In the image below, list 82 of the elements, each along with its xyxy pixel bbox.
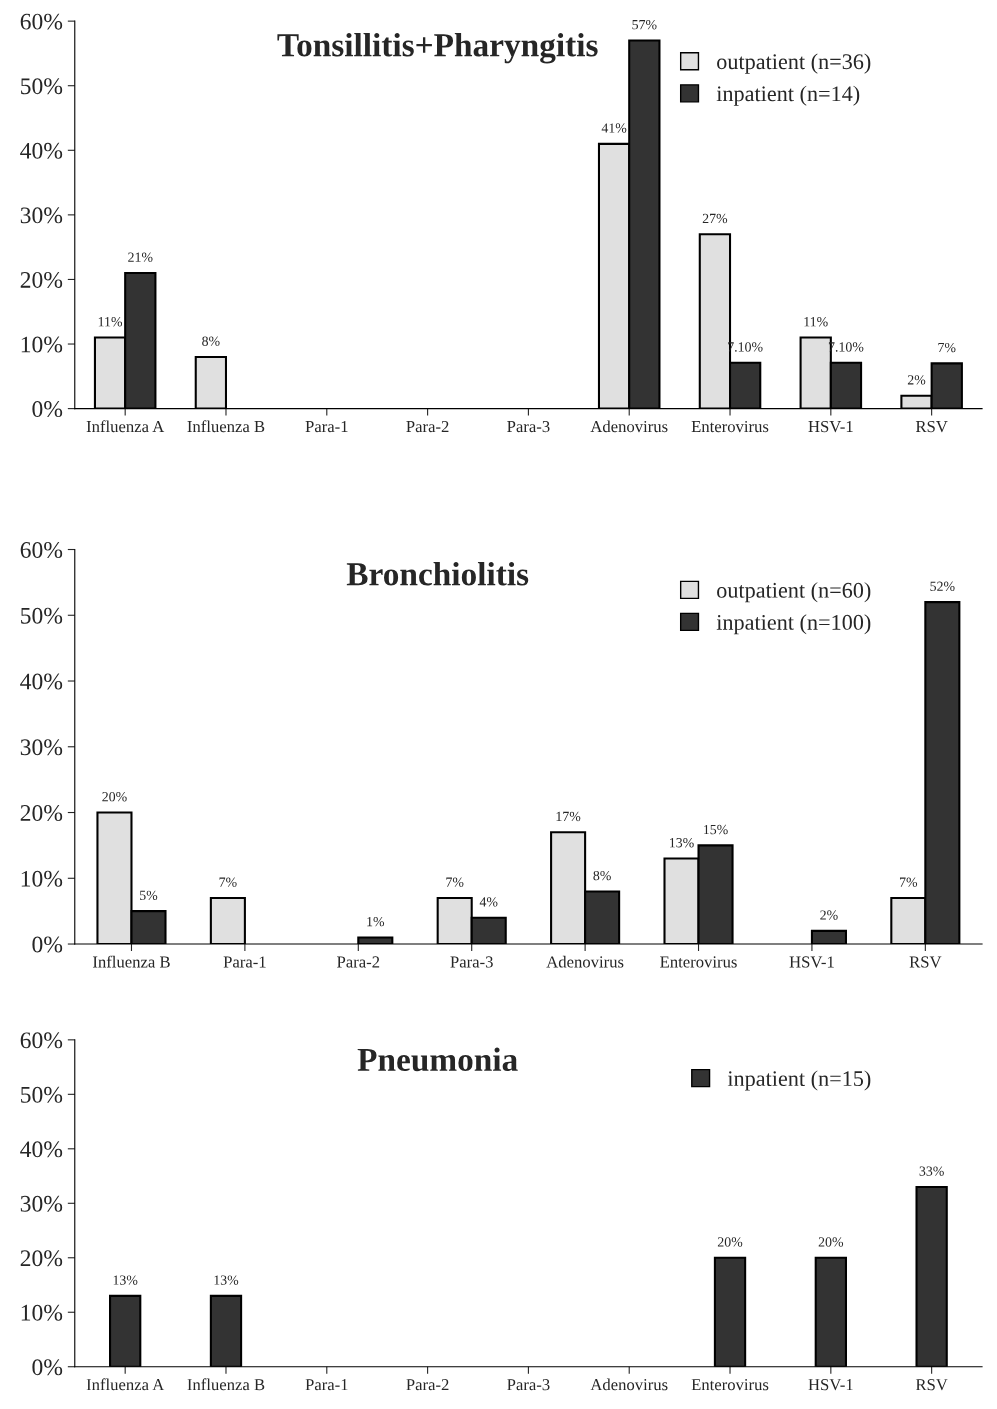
y-tick-label: 20% [20,805,63,822]
x-tick-label: Para-1 [305,1379,348,1391]
y-tick-label: 10% [21,1304,63,1321]
x-tick-label: Enterovirus [660,956,737,968]
x-tick-label: Para-1 [305,420,348,433]
x-tick-label: Para-1 [223,956,266,968]
x-tick-label: Influenza A [86,420,165,433]
y-tick-label: 60% [20,1032,63,1049]
x-tick-label: Para-2 [406,1379,449,1391]
legend-label: outpatient (n=60) [717,582,871,603]
data-label: 15% [704,824,728,835]
data-label: 2% [820,910,838,920]
data-label: 7% [899,877,918,887]
x-tick-label: Enterovirus [691,420,769,433]
data-label: 41% [601,123,627,133]
data-label: 13% [113,1275,138,1285]
x-tick-label: Influenza B [92,955,170,968]
x-tick-label: Adenovirus [590,420,668,433]
y-tick-label: 30% [20,207,63,224]
data-label: 2% [907,375,926,385]
data-label: 7% [446,877,464,887]
x-tick-label: RSV [915,420,948,433]
data-label: 33% [919,1166,944,1176]
data-label: 7% [938,342,956,353]
data-label: 27% [702,213,728,224]
y-tick-label: 50% [21,1086,63,1103]
x-tick-label: Para-3 [507,1379,550,1391]
y-tick-label: 10% [21,870,63,887]
data-label: 8% [593,870,611,881]
x-tick-label: Adenovirus [546,955,624,968]
y-tick-label: 50% [21,607,63,624]
chart-title: Pneumonia [357,1047,518,1072]
data-label: 21% [128,252,153,262]
x-tick-label: Adenovirus [590,1378,668,1391]
x-tick-label: HSV-1 [808,1379,853,1391]
data-label: 5% [140,890,158,901]
y-tick-label: 0% [32,1359,63,1376]
data-label: 20% [717,1237,743,1247]
data-label: 17% [556,811,581,822]
y-tick-label: 40% [20,142,63,159]
data-label: 7% [219,877,237,887]
legend-label: inpatient (n=15) [727,1070,871,1091]
y-tick-label: 30% [20,739,63,756]
x-tick-label: RSV [915,1379,948,1391]
y-tick-label: 0% [32,936,63,953]
data-label: 20% [102,792,127,802]
chart-title: Tonsillitis+Pharyngitis [277,33,598,64]
data-label: 13% [214,1275,239,1285]
data-label: 52% [930,581,955,591]
x-tick-label: Para-3 [450,956,493,968]
y-tick-label: 20% [20,271,63,288]
x-tick-label: HSV-1 [808,420,853,433]
legend-label: outpatient (n=36) [717,53,871,74]
x-tick-label: HSV-1 [789,956,834,968]
data-label: 20% [818,1237,844,1247]
x-tick-label: Enterovirus [691,1379,769,1391]
data-label: 11% [804,317,828,327]
x-tick-label: Influenza B [187,420,265,433]
y-tick-label: 60% [20,542,63,559]
x-tick-label: Influenza A [86,1378,165,1391]
chart-title: Bronchiolitis [346,562,529,586]
legend-label: inpatient (n=14) [716,85,860,106]
y-tick-label: 0% [32,401,63,418]
x-tick-label: Influenza B [187,1378,265,1391]
y-tick-label: 20% [20,1250,63,1267]
x-tick-label: RSV [909,956,942,968]
data-label: 8% [202,336,220,346]
y-tick-label: 60% [20,13,63,30]
x-tick-label: Para-2 [406,420,449,433]
data-label: 57% [632,19,657,30]
y-tick-label: 30% [20,1195,63,1212]
y-tick-label: 40% [20,673,63,690]
y-tick-label: 40% [20,1141,63,1158]
data-label: 4% [479,897,498,907]
legend-label: inpatient (n=100) [716,614,871,635]
y-tick-label: 10% [21,336,63,353]
x-tick-label: Para-2 [337,956,380,968]
data-label: 13% [670,838,694,848]
data-label: 1% [367,916,385,927]
y-tick-label: 50% [21,78,63,95]
x-tick-label: Para-3 [507,420,550,433]
data-label: 11% [98,317,123,327]
